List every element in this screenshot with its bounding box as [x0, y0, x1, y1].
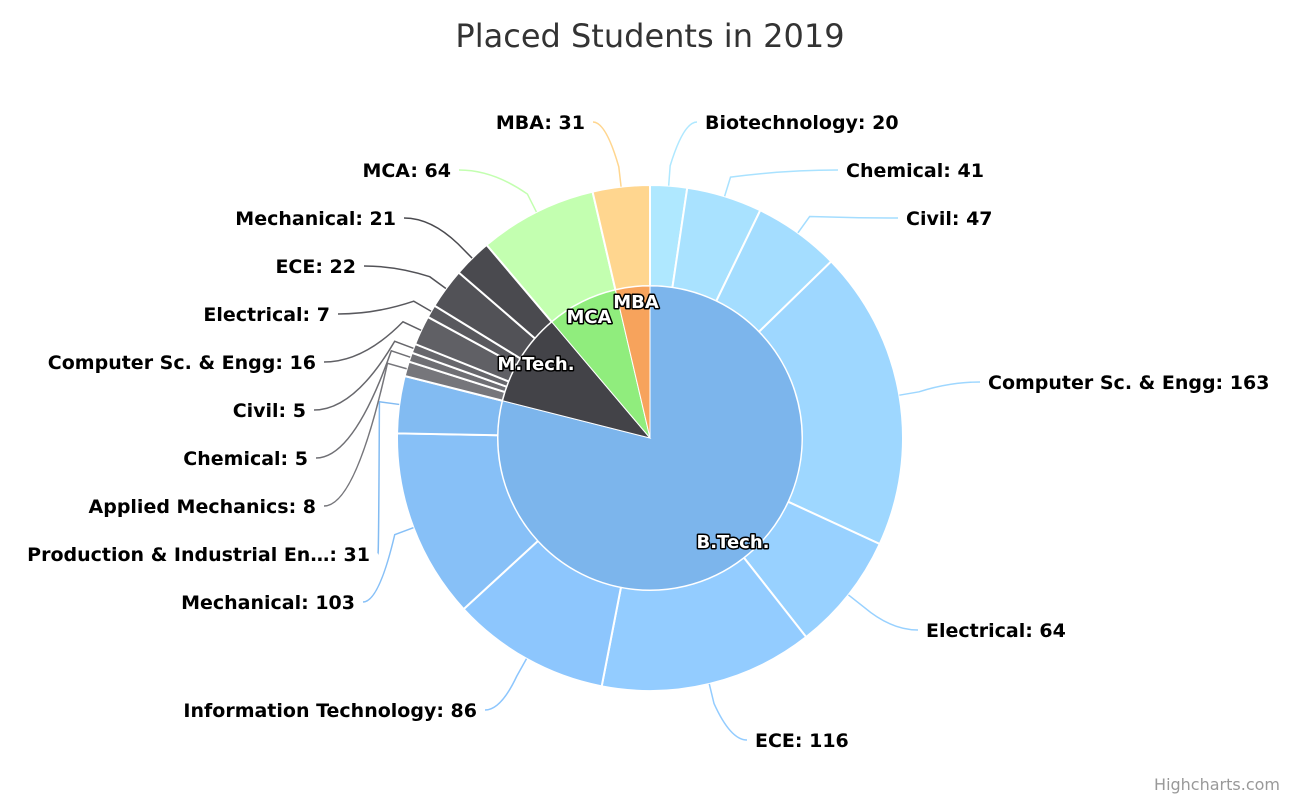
data-label: Civil: 47: [906, 208, 993, 230]
inner-label: M.Tech.: [497, 354, 574, 375]
connector-line: [723, 169, 839, 197]
data-label: Chemical: 5: [183, 448, 308, 470]
connector-line: [484, 658, 528, 711]
inner-label: MCA: [566, 307, 611, 328]
data-label: Mechanical: 21: [235, 208, 396, 230]
data-label: Civil: 5: [233, 400, 306, 422]
data-label: ECE: 22: [275, 256, 356, 278]
data-label: Electrical: 64: [926, 620, 1066, 642]
connector-line: [323, 320, 422, 363]
data-label: Mechanical: 103: [181, 592, 355, 614]
data-labels: Biotechnology: 20 Chemical: 41 Civil: 47 Co…: [27, 112, 1269, 752]
connector-line: [667, 121, 698, 186]
connector-line: [458, 169, 538, 213]
connector-line: [899, 381, 981, 396]
connector-line: [377, 400, 400, 555]
connector-line: [592, 121, 622, 187]
inner-slice-m-tech-[interactable]: [502, 321, 652, 439]
data-label: Electrical: 7: [203, 304, 330, 326]
connector-line: [315, 349, 411, 459]
inner-label: MBA: [613, 292, 659, 313]
connector-line: [848, 594, 919, 631]
data-label: Computer Sc. & Engg: 16: [48, 352, 316, 374]
data-label: Computer Sc. & Engg: 163: [988, 372, 1269, 394]
inner-slice-mba[interactable]: [614, 285, 651, 439]
connector-line: [313, 340, 414, 411]
inner-label: B.Tech.: [697, 532, 770, 553]
connector-line: [708, 683, 748, 741]
data-label: Chemical: 41: [846, 160, 984, 182]
data-label: Biotechnology: 20: [705, 112, 899, 134]
data-label: MBA: 31: [496, 112, 585, 134]
data-label: MCA: 64: [362, 160, 451, 182]
data-label: ECE: 116: [755, 730, 849, 752]
data-label: Information Technology: 86: [183, 700, 477, 722]
inner-pie: [497, 285, 803, 591]
connector-line: [797, 215, 899, 234]
chart-title: Placed Students in 2019: [455, 17, 844, 55]
data-label: Applied Mechanics: 8: [89, 496, 316, 518]
data-label: Production & Industrial En…: 31: [27, 544, 370, 566]
credits-link[interactable]: Highcharts.com: [1154, 775, 1280, 794]
connector-line: [362, 526, 414, 603]
connector-line: [403, 217, 473, 259]
connector-line: [323, 362, 407, 507]
connector-line: [363, 265, 447, 290]
connector-line: [337, 300, 432, 315]
